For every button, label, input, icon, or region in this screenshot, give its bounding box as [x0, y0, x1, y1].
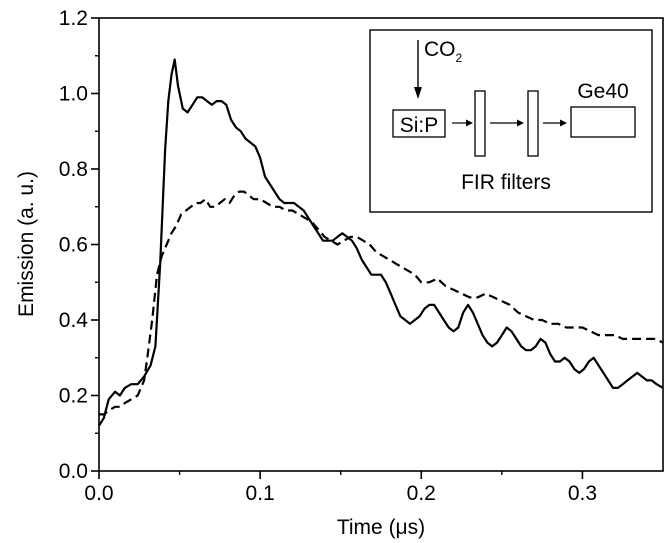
pump-label-subscript: 2 [456, 51, 463, 65]
inset-schematic: CO2 Si:P Ge40 FIR filters [369, 29, 653, 213]
x-tick-label: 0.0 [84, 482, 113, 505]
pump-label-main: CO [424, 38, 456, 61]
x-tick-label: 0.3 [568, 482, 597, 505]
x-axis-title: Time (μs) [337, 516, 425, 539]
beam-arrow-1-head [466, 119, 473, 127]
fir-filter-1 [474, 90, 486, 157]
y-axis: 0.0 0.2 0.4 0.6 0.8 1.0 1.2 [59, 7, 99, 483]
y-tick-label: 0.6 [59, 234, 88, 257]
y-tick-label: 0.0 [59, 460, 88, 483]
dashed-emission-line [99, 190, 664, 416]
x-tick-label: 0.2 [407, 482, 436, 505]
detector-box [570, 106, 636, 138]
source-label: Si:P [400, 114, 439, 137]
beam-arrow-2-head [517, 119, 524, 127]
y-tick-label: 1.2 [59, 7, 88, 30]
pump-arrow-head [414, 87, 422, 99]
solid-emission-line [98, 58, 664, 427]
y-tick-label: 0.2 [59, 385, 88, 408]
fir-filter-2 [527, 90, 539, 157]
y-axis-title: Emission (a. u.) [15, 171, 38, 317]
x-tick-label: 0.1 [246, 482, 275, 505]
y-tick-label: 0.8 [59, 158, 88, 181]
y-tick-label: 1.0 [59, 83, 88, 106]
filters-label: FIR filters [461, 171, 551, 194]
pump-label: CO2 [424, 38, 463, 65]
detector-label: Ge40 [577, 80, 628, 103]
y-tick-label: 0.4 [59, 309, 89, 332]
source-box [392, 109, 446, 138]
plot-area [98, 58, 664, 427]
beam-arrow-3-head [560, 119, 567, 127]
inset-frame [369, 29, 653, 213]
x-axis: 0.0 0.1 0.2 0.3 [84, 471, 597, 505]
